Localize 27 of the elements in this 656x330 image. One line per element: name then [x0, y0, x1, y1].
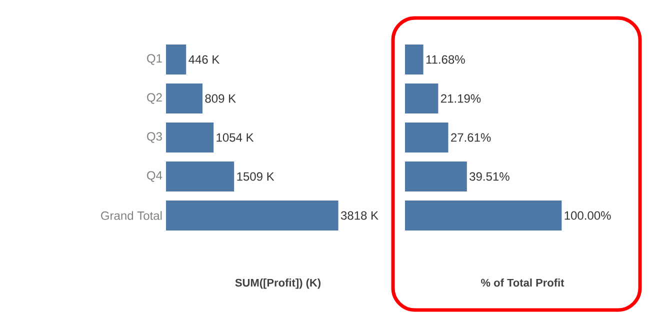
y-tick-label: Q4 — [147, 171, 162, 182]
data-label: 446 K — [188, 55, 220, 64]
data-label: 809 K — [205, 94, 236, 103]
data-label: 11.68% — [426, 55, 465, 64]
data-label: 100.00% — [564, 211, 611, 220]
data-label: 1054 K — [216, 133, 254, 142]
y-tick-label: Grand Total — [101, 211, 162, 220]
y-tick-label: Q3 — [147, 132, 162, 143]
x-axis-title: % of Total Profit — [481, 278, 564, 287]
bar — [405, 44, 424, 74]
bar — [166, 162, 234, 192]
data-label: 27.61% — [451, 133, 491, 142]
y-tick-label: Q1 — [147, 54, 162, 65]
bar — [166, 44, 186, 74]
bar — [166, 122, 214, 152]
data-label: 3818 K — [340, 211, 378, 220]
bar — [166, 200, 338, 231]
data-label: 21.19% — [441, 94, 481, 103]
bar — [405, 200, 562, 231]
bar — [405, 84, 438, 114]
bar — [405, 122, 448, 152]
data-label: 39.51% — [470, 172, 510, 181]
data-label: 1509 K — [237, 172, 274, 181]
bar — [405, 162, 467, 192]
y-tick-label: Q2 — [147, 93, 162, 104]
x-axis-title: SUM([Profit]) (K) — [235, 278, 321, 289]
bar — [166, 84, 203, 114]
